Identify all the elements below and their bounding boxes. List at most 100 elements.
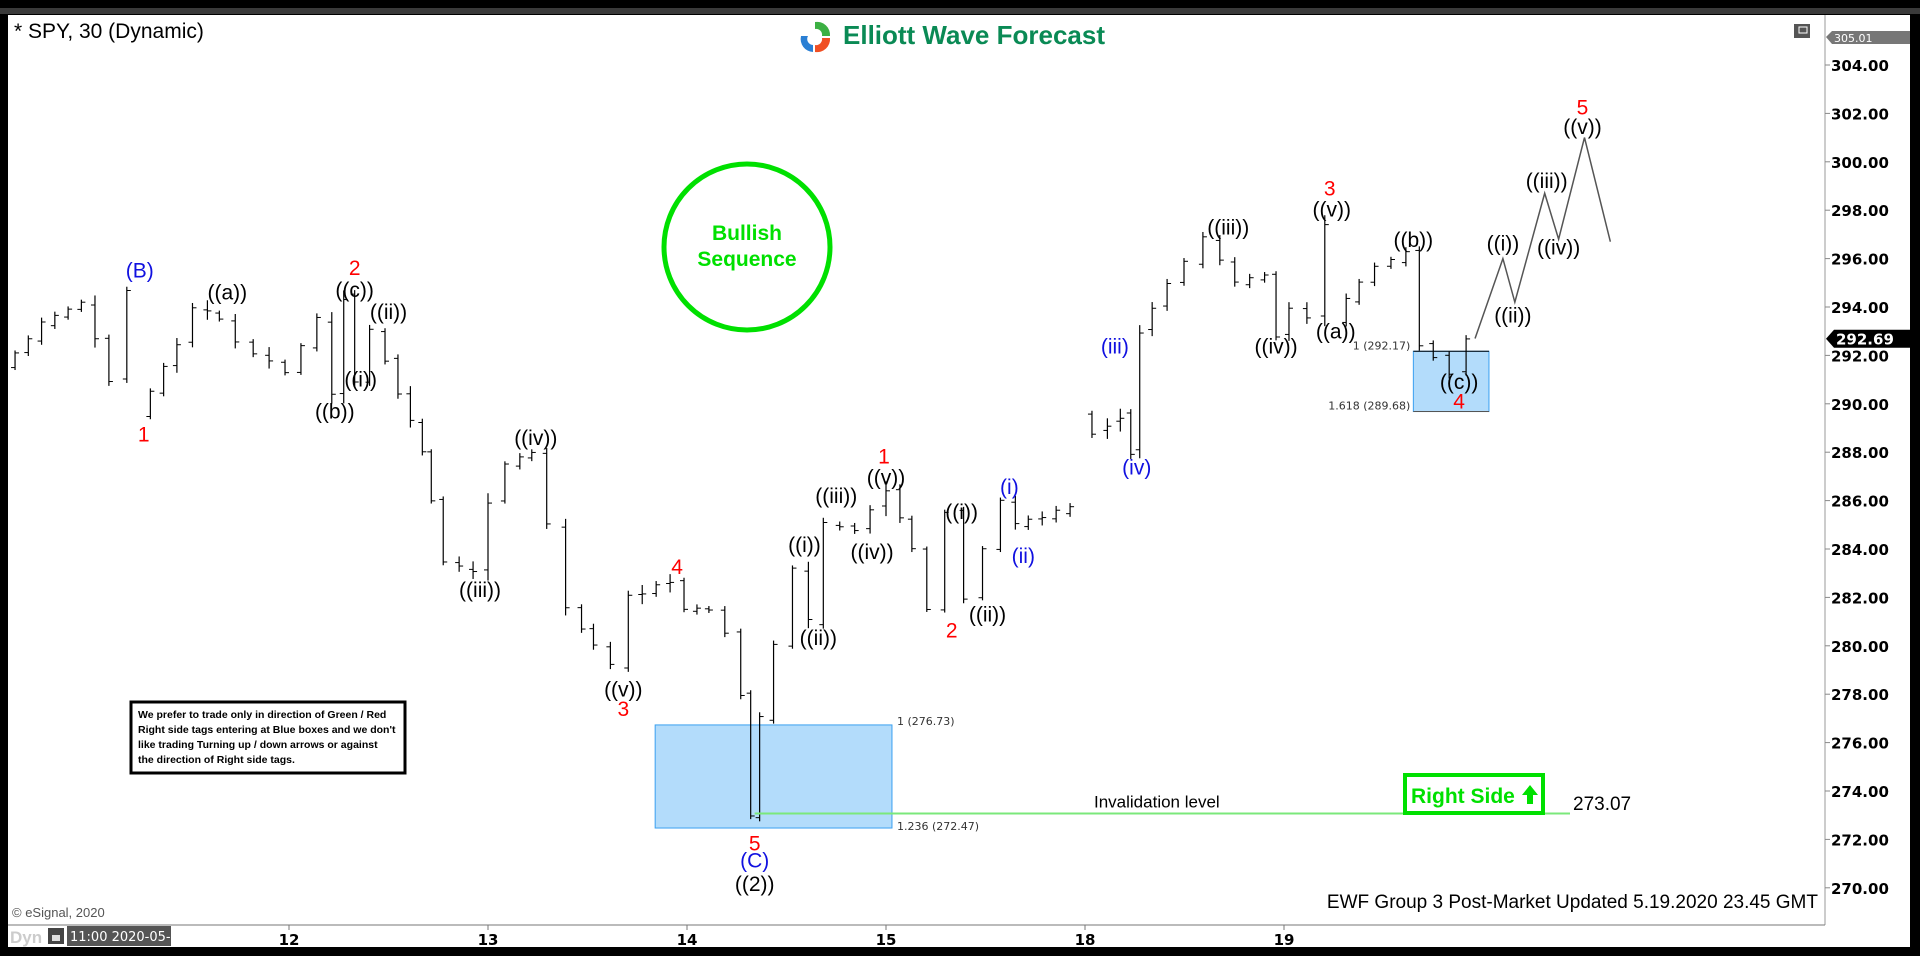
wave-label: ((c)) xyxy=(335,279,373,302)
y-tick-label: 296.00 xyxy=(1831,251,1889,269)
note-line: We prefer to trade only in direction of … xyxy=(138,709,386,721)
right-side-label: Right Side xyxy=(1411,785,1515,808)
restore-window-button[interactable] xyxy=(1794,24,1810,38)
wave-label: 2 xyxy=(946,620,958,643)
ohlc-bar xyxy=(996,497,1005,553)
y-tick-label: 270.00 xyxy=(1831,880,1889,898)
ohlc-bar xyxy=(527,449,536,462)
blue-boxes: 1 (276.73) 1.236 (272.47) 1 (292.17) 1.618 … xyxy=(654,339,1490,833)
ohlc-bar xyxy=(769,640,778,724)
wave-label: ((a)) xyxy=(1316,321,1356,344)
ohlc-bar xyxy=(406,386,415,428)
ohlc-bar xyxy=(296,343,305,375)
ohlc-bar xyxy=(365,324,374,386)
ohlc-bar xyxy=(90,295,99,348)
wave-label: ((i)) xyxy=(344,368,377,391)
ohlc-bar xyxy=(1215,235,1224,266)
projection-path xyxy=(1474,137,1612,339)
bullish-sequence-badge: Bullish Sequence xyxy=(661,161,833,333)
ohlc-bar xyxy=(866,505,875,534)
wave-label: ((i)) xyxy=(788,534,821,557)
wave-label: ((b)) xyxy=(315,400,355,423)
ohlc-bar xyxy=(515,453,524,470)
y-tick-label: 282.00 xyxy=(1831,589,1889,607)
x-tick-label: 12 xyxy=(279,931,300,949)
y-tick-label: 302.00 xyxy=(1831,105,1889,123)
brand-name: Elliott Wave Forecast xyxy=(843,20,1105,50)
dyn-label: Dyn xyxy=(10,928,42,947)
lock-time-button[interactable] xyxy=(48,928,64,944)
symbol-title: * SPY, 30 (Dynamic) xyxy=(14,20,204,43)
ohlc-bar xyxy=(835,521,844,531)
wave-label: ((iv)) xyxy=(850,541,893,564)
ohlc-bar xyxy=(1052,505,1061,523)
x-tick-label: 13 xyxy=(478,931,499,949)
ohlc-bar xyxy=(666,574,675,593)
ohlc-bar xyxy=(606,641,615,670)
ohlc-bar xyxy=(203,300,212,320)
ohlc-bar xyxy=(37,317,46,345)
ohlc-bar xyxy=(1087,410,1096,438)
wave-labels: (B)((a))12((c))((ii))((i))((b))((iv))((i… xyxy=(126,97,1602,896)
y-tick-label: 276.00 xyxy=(1831,735,1889,753)
y-tick-label: 292.00 xyxy=(1831,347,1889,365)
ohlc-bar xyxy=(172,338,181,373)
ohlc-bar xyxy=(652,581,661,597)
ohlc-bar xyxy=(122,286,131,383)
wave-label: ((b)) xyxy=(1394,229,1434,252)
ohlc-bar xyxy=(680,577,689,613)
ohlc-bar xyxy=(1198,231,1207,269)
y-tick-label: 298.00 xyxy=(1831,202,1889,220)
ohlc-bar xyxy=(589,623,598,650)
ohlc-bar xyxy=(755,712,764,822)
ohlc-bar xyxy=(788,565,797,649)
ohlc-bar xyxy=(64,306,73,320)
ohlc-bar xyxy=(77,299,86,312)
ohlc-bar xyxy=(427,449,436,504)
price-bars xyxy=(11,215,1471,822)
ohlc-bar xyxy=(959,506,968,604)
note-line: like trading Turning up / down arrows or… xyxy=(138,739,378,751)
x-tick-label: 14 xyxy=(677,931,698,949)
wave-label: ((ii)) xyxy=(370,301,407,324)
wave-label: 1 xyxy=(138,424,150,447)
ohlc-bar xyxy=(265,347,274,369)
ohlc-bar xyxy=(146,388,155,420)
ohlc-bar xyxy=(500,461,509,504)
ohlc-bar xyxy=(907,515,916,553)
wave-label: ((iii)) xyxy=(815,485,857,508)
wave-label: ((iv)) xyxy=(1537,237,1580,260)
wave-label: 4 xyxy=(1453,391,1465,414)
ohlc-bar xyxy=(736,628,745,700)
ohlc-bar xyxy=(1445,351,1454,379)
ohlc-bar xyxy=(1038,511,1047,526)
ohlc-bar xyxy=(104,334,113,386)
last-price-tag-bg xyxy=(1826,329,1910,348)
ohlc-bar xyxy=(381,328,390,365)
ohlc-bar xyxy=(1163,278,1172,311)
y-tick-label: 304.00 xyxy=(1831,57,1889,75)
ohlc-bar xyxy=(922,546,931,612)
ohlc-bar xyxy=(819,517,828,629)
wave-label: ((c)) xyxy=(1440,371,1478,394)
ohlc-bar xyxy=(1011,495,1020,530)
y-tick-label: 290.00 xyxy=(1831,396,1889,414)
ohlc-bar xyxy=(704,606,713,613)
ohlc-bar xyxy=(393,354,402,399)
note-line: Right side tags entering at Blue boxes a… xyxy=(138,724,396,736)
ohlc-bar xyxy=(215,310,224,322)
ohlc-bar xyxy=(1116,408,1125,432)
x-tick-label: 15 xyxy=(876,931,897,949)
ohlc-bar xyxy=(1320,215,1329,327)
y-axis: 270.00 272.00 274.00 276.00 278.00 280.00 282.… xyxy=(1825,31,1910,898)
x-tick-label: 19 xyxy=(1274,931,1295,949)
wave-label: 4 xyxy=(671,556,683,579)
ohlc-bar xyxy=(1126,409,1135,459)
wave-label: 2 xyxy=(349,257,361,280)
wave-label: ((i)) xyxy=(1487,233,1520,256)
ohlc-bar xyxy=(439,496,448,566)
ohlc-bar xyxy=(561,518,570,616)
cursor-time: 11:00 2020-05-08 xyxy=(70,930,187,945)
bullish-line1: Bullish xyxy=(712,222,782,245)
